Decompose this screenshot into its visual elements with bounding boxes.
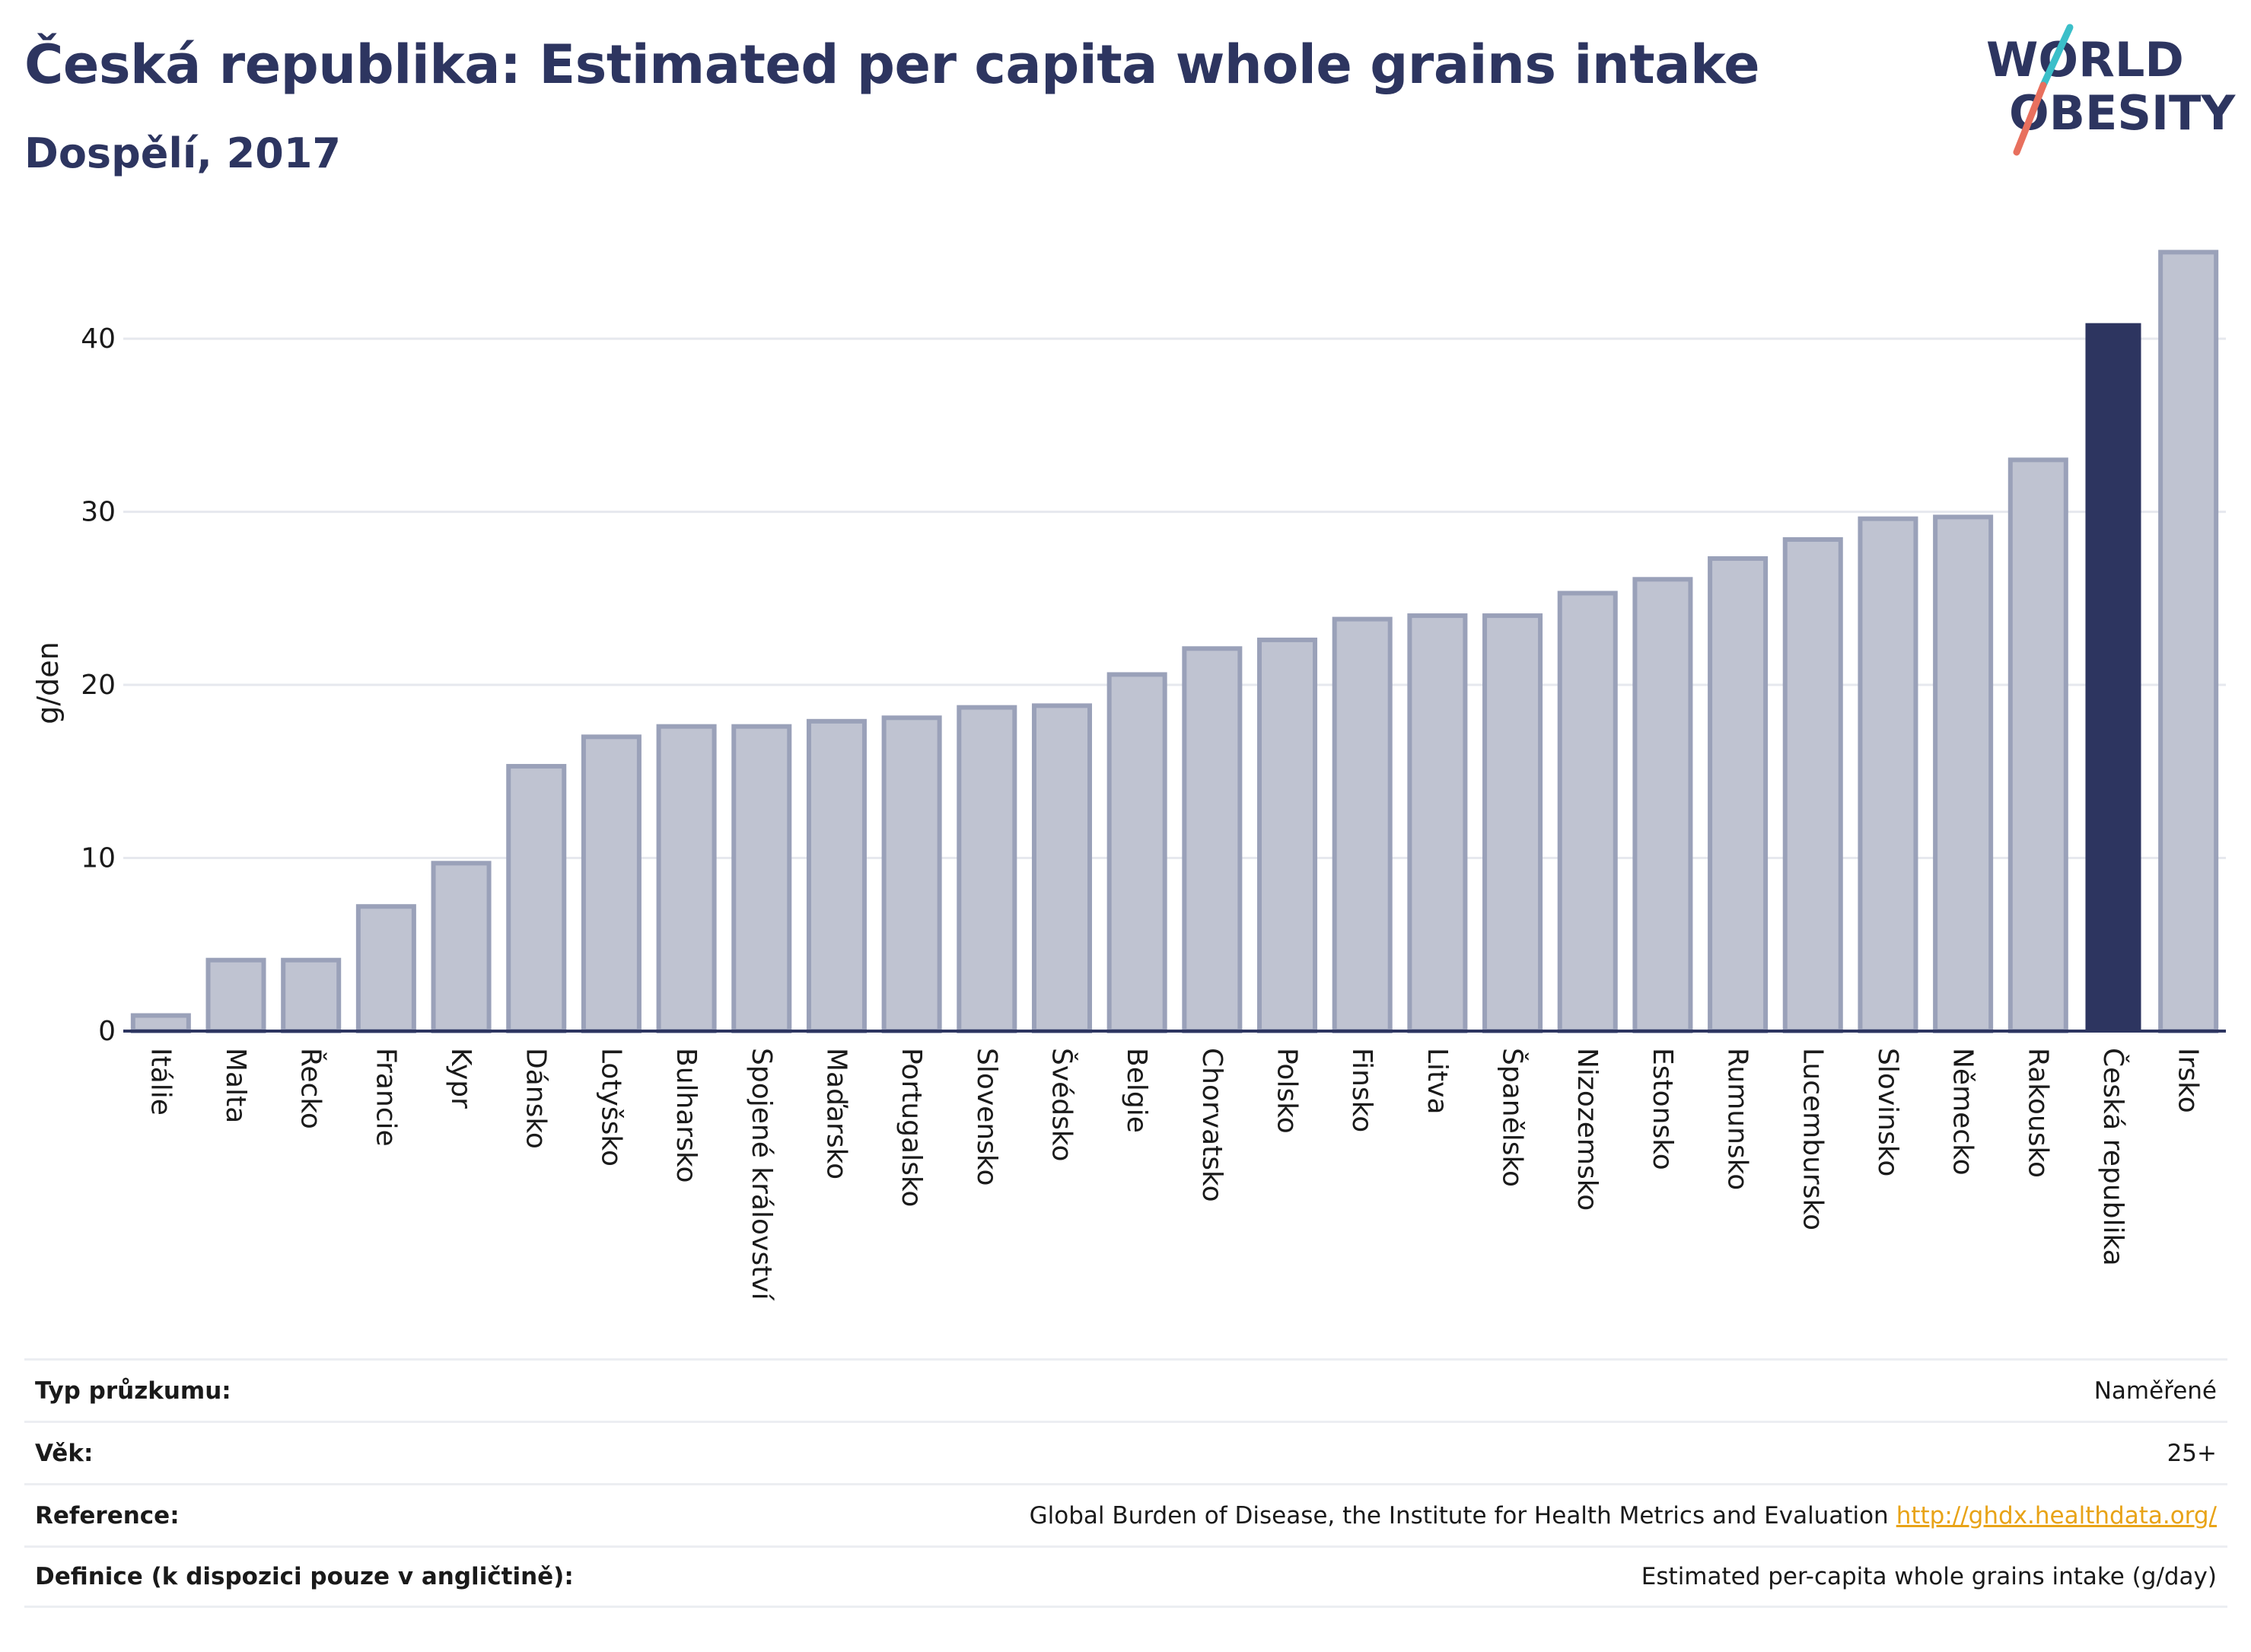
x-tick-label: Finsko (1346, 1048, 1377, 1132)
x-tick-label: Rakousko (2022, 1048, 2053, 1178)
x-tick-label: Lotyšsko (595, 1048, 626, 1167)
x-tick-label: Řecko (295, 1048, 327, 1129)
info-row-survey-type: Typ průzkumu: Naměřené (24, 1358, 2227, 1421)
bar (355, 904, 416, 1033)
bar (2158, 250, 2219, 1034)
bar (957, 705, 1017, 1034)
x-tick-label: Dánsko (521, 1048, 552, 1149)
x-tick-label: Kypr (445, 1048, 476, 1109)
y-axis-title: g/den (31, 641, 65, 724)
reference-link[interactable]: http://ghdx.healthdata.org/ (1896, 1501, 2217, 1529)
chart-title: Česká republika: Estimated per capita wh… (24, 33, 1760, 96)
bar (1332, 616, 1393, 1033)
info-value: Global Burden of Disease, the Institute … (1030, 1502, 2217, 1529)
bar (506, 763, 567, 1033)
x-tick-label: Česká republika (2097, 1048, 2129, 1266)
x-tick-label: Bulharsko (670, 1048, 702, 1183)
chart-subtitle: Dospělí, 2017 (24, 129, 341, 177)
x-tick-label: Nizozemsko (1571, 1048, 1603, 1211)
logo-slash-coral (2013, 81, 2047, 156)
logo-line1: WORLD (1986, 32, 2184, 88)
bars (130, 250, 2219, 1034)
x-tick-label: Francie (370, 1048, 401, 1147)
bar (1858, 516, 1918, 1033)
bar (2085, 323, 2141, 1032)
info-table: Typ průzkumu: Naměřené Věk: 25+ Referenc… (24, 1358, 2227, 1608)
bar (1257, 637, 1318, 1033)
bar (130, 1013, 191, 1033)
x-tick-label: Španělsko (1497, 1048, 1529, 1187)
info-row-reference: Reference: Global Burden of Disease, the… (24, 1483, 2227, 1545)
bar (205, 957, 266, 1033)
bar (806, 718, 867, 1033)
x-tick-label: Maďarsko (820, 1048, 852, 1179)
bar (1407, 613, 1468, 1033)
info-value: Naměřené (2093, 1377, 2217, 1405)
info-row-definition: Definice (k dispozici pouze v angličtině… (24, 1545, 2227, 1608)
bar (1557, 590, 1618, 1033)
info-value: 25+ (2167, 1439, 2217, 1467)
info-label: Reference: (35, 1501, 180, 1529)
bar (281, 957, 342, 1033)
y-tick-label: 30 (81, 497, 116, 528)
y-tick-label: 10 (81, 843, 116, 874)
bar (731, 724, 792, 1034)
x-tick-label: Polsko (1272, 1048, 1303, 1134)
x-tick-label: Spojené království (746, 1048, 777, 1301)
x-tick-label: Irsko (2173, 1048, 2204, 1113)
bar (1708, 556, 1769, 1033)
tick-labels: 0 10 20 30 40 g/den Itálie Malta Řecko Francie Kyp… (31, 323, 2204, 1300)
info-row-age: Věk: 25+ (24, 1421, 2227, 1483)
reference-text: Global Burden of Disease, the Institute … (1029, 1501, 1889, 1529)
x-tick-label: Malta (220, 1048, 251, 1123)
y-tick-label: 20 (81, 670, 116, 701)
x-tick-label: Slovensko (971, 1048, 1002, 1186)
x-tick-label: Itálie (145, 1048, 176, 1116)
bar-chart: 0 10 20 30 40 g/den Itálie Malta Řecko Francie Kyp… (31, 250, 2226, 1301)
bar (2007, 457, 2068, 1033)
x-tick-label: Lucembursko (1797, 1048, 1828, 1230)
bar (881, 715, 942, 1033)
bar (431, 861, 492, 1034)
bar (1782, 536, 1843, 1033)
y-tick-label: 0 (98, 1016, 116, 1047)
x-tick-label: Belgie (1121, 1048, 1152, 1133)
x-tick-label: Chorvatsko (1196, 1048, 1227, 1202)
bar (1482, 613, 1543, 1033)
info-label: Definice (k dispozici pouze v angličtině… (35, 1563, 574, 1590)
x-tick-label: Německo (1947, 1048, 1979, 1176)
bar (1632, 577, 1693, 1033)
bar (656, 724, 717, 1034)
bar (581, 734, 642, 1033)
info-label: Věk: (35, 1439, 94, 1467)
x-tick-label: Estonsko (1647, 1048, 1678, 1170)
info-value: Estimated per-capita whole grains intake… (1641, 1563, 2217, 1590)
y-tick-label: 40 (81, 323, 116, 355)
bar (1031, 703, 1092, 1033)
logo-slash-teal (2039, 24, 2074, 89)
x-tick-label: Rumunsko (1722, 1048, 1753, 1190)
world-obesity-logo: WORLD OBESITY (1986, 24, 2236, 156)
info-label: Typ průzkumu: (35, 1377, 231, 1405)
x-tick-label: Slovinsko (1872, 1048, 1903, 1176)
x-tick-label: Litva (1422, 1048, 1453, 1115)
x-tick-label: Švédsko (1046, 1048, 1078, 1162)
bar (1106, 672, 1167, 1034)
bar (1933, 514, 1994, 1033)
x-tick-label: Portugalsko (896, 1048, 927, 1207)
bar (1182, 646, 1243, 1033)
logo-line2: OBESITY (2009, 85, 2236, 141)
